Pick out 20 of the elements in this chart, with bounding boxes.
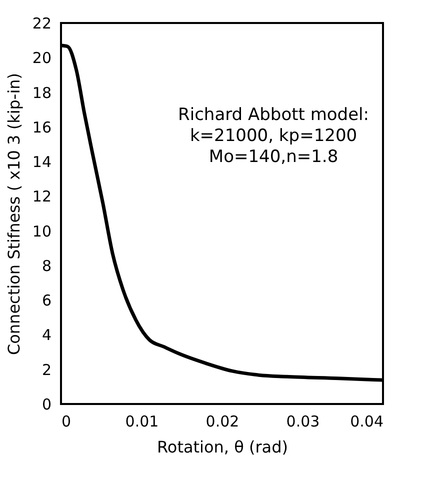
y-tick-label: 16 (32, 118, 52, 136)
x-tick-label: 0.01 (125, 412, 159, 430)
y-tick-label: 20 (32, 49, 52, 68)
y-tick-label: 22 (32, 14, 52, 32)
y-tick-label: 10 (32, 222, 52, 240)
x-tick-label: 0 (62, 412, 72, 430)
y-tick-label: 4 (42, 326, 52, 344)
y-tick-label: 2 (42, 360, 52, 379)
y-tick-label: 18 (32, 84, 52, 102)
x-tick-label: 0.04 (350, 412, 384, 430)
y-tick-label: 8 (42, 256, 52, 275)
x-tick-label: 0.03 (286, 412, 320, 430)
x-tick-label: 0.02 (206, 412, 240, 430)
y-tick-label: 0 (42, 396, 52, 414)
y-tick-label: 6 (42, 292, 52, 310)
x-axis-title: Rotation, θ (rad) (157, 438, 288, 456)
y-axis-title: Connection Stifness ( x10 3 (kip-in) (4, 72, 24, 356)
annotation: Richard Abbott model: k=21000, kp=1200 Mo=140,n=1.8 (178, 104, 370, 167)
y-tick-label: 12 (32, 188, 52, 206)
y-tick-label: 14 (32, 153, 52, 172)
